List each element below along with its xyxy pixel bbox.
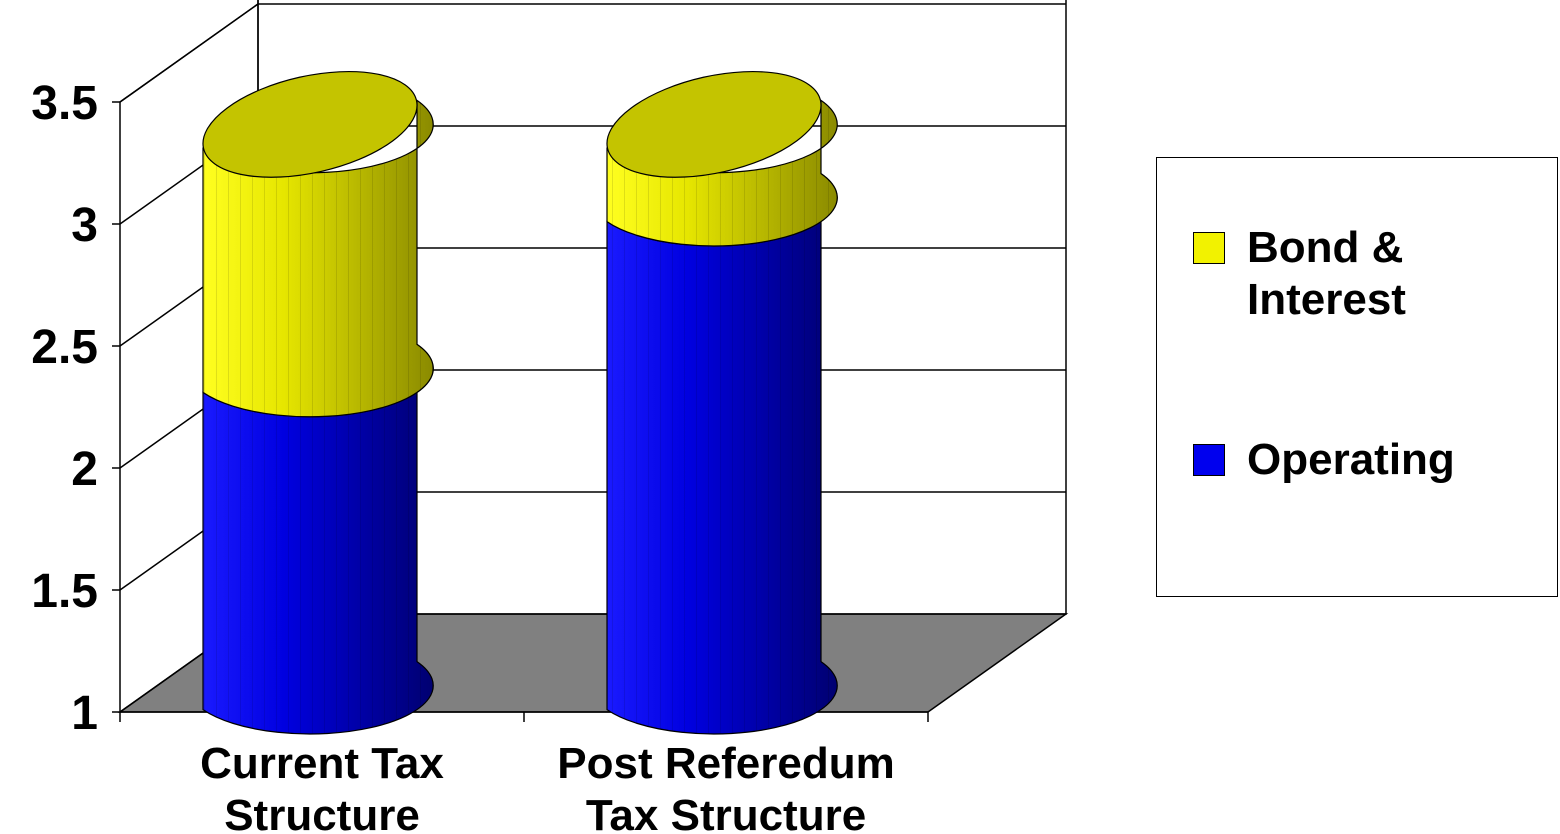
x-tick-label: Current Tax	[200, 739, 444, 788]
bar-facets	[607, 173, 838, 734]
bar-top-cap-post-referedum-tax-structure	[606, 70, 822, 178]
bar-facets	[203, 344, 434, 734]
bar-facets	[607, 100, 838, 246]
legend: Bond & Interest Operating	[1156, 157, 1558, 597]
legend-swatch-operating	[1193, 444, 1225, 476]
y-tick-label: 3.5	[31, 77, 98, 130]
legend-label-line: Bond &	[1247, 223, 1404, 272]
y-tick-labels: 1 1.5 2 2.5 3 3.5	[31, 77, 98, 740]
y-tick-label: 2.5	[31, 321, 98, 374]
side-wall-top	[119, 3, 259, 103]
y-tick-label: 3	[71, 199, 98, 252]
legend-label-line: Operating	[1247, 435, 1455, 484]
legend-label-bond-interest: Bond & Interest	[1247, 222, 1547, 326]
bar-facets	[203, 100, 434, 417]
legend-item-bond-interest: Bond & Interest	[1193, 222, 1547, 326]
bars	[202, 70, 838, 735]
x-tick-label: Tax Structure	[586, 791, 866, 834]
legend-label-line: Interest	[1247, 275, 1406, 324]
bar-top-cap-current-tax-structure	[202, 70, 418, 178]
legend-item-operating: Operating	[1193, 434, 1547, 486]
y-tick-label: 2	[71, 443, 98, 496]
legend-label-operating: Operating	[1247, 434, 1547, 486]
y-tick-label: 1	[71, 687, 98, 740]
y-tick-label: 1.5	[31, 565, 98, 618]
bar-current-tax-structure	[202, 70, 434, 735]
x-tick-label: Post Referedum	[557, 739, 894, 788]
x-tick-label: Structure	[224, 791, 420, 834]
bar-post-referedum-tax-structure	[606, 70, 838, 735]
legend-swatch-bond-interest	[1193, 232, 1225, 264]
